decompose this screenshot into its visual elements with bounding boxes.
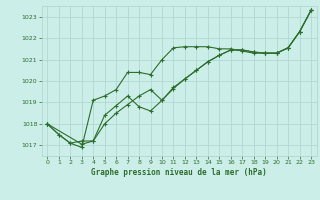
- X-axis label: Graphe pression niveau de la mer (hPa): Graphe pression niveau de la mer (hPa): [91, 168, 267, 177]
